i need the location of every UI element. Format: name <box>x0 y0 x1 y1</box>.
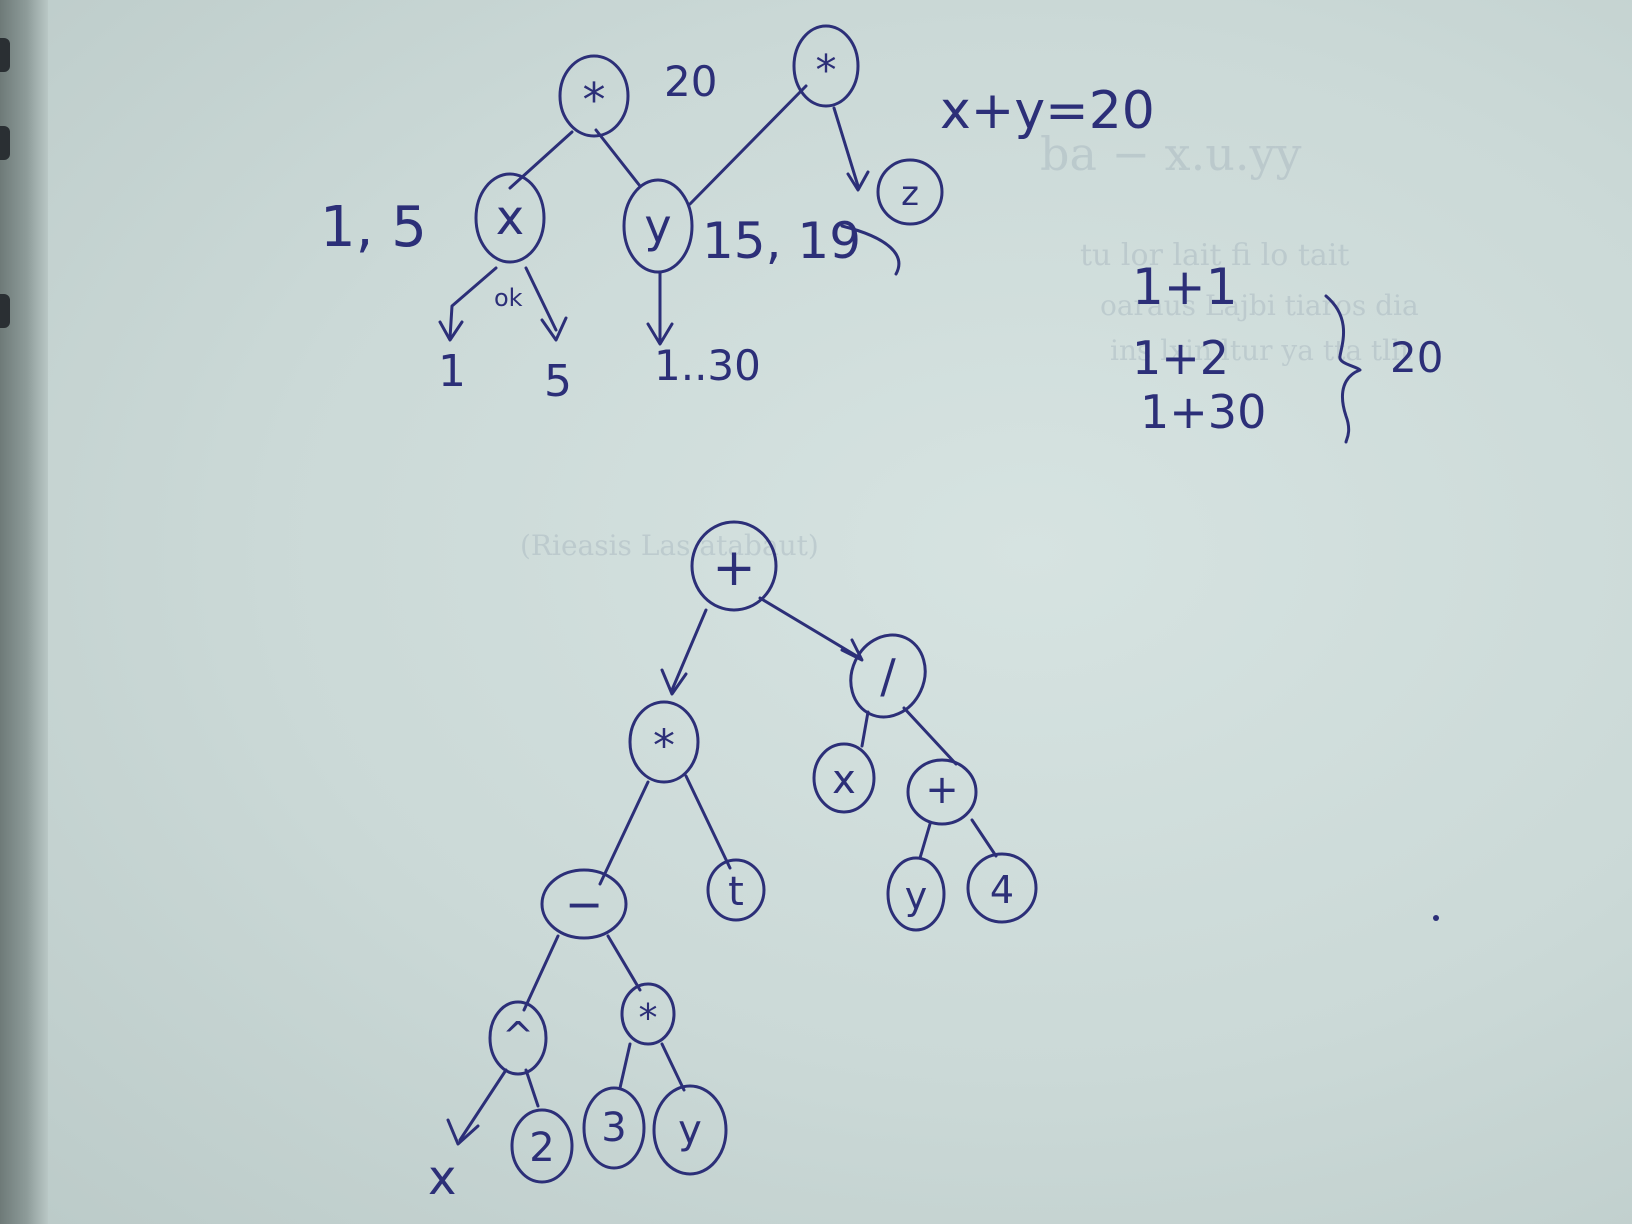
svg-text:x: x <box>496 190 524 246</box>
x-leaf-1: 1 <box>438 346 466 397</box>
top-tree: * x y * z 20 1, 5 15, 19 <box>320 24 944 407</box>
y-values: 15, 19 <box>702 212 861 270</box>
edge-plus-y <box>918 822 932 860</box>
y-values-arc <box>840 224 901 276</box>
edge-mulinner-three <box>618 1042 632 1090</box>
svg-text:−: − <box>565 877 604 931</box>
root-value: 20 <box>664 57 717 106</box>
node-plus-inner: + <box>906 758 978 826</box>
edge-y-mulright <box>688 84 808 206</box>
arrowhead-div <box>840 638 864 662</box>
x-branch-right <box>524 266 558 332</box>
edge-root-y <box>594 128 642 188</box>
arrowhead-mul <box>660 668 688 696</box>
node-x-div: x <box>812 742 876 814</box>
equation-x-plus-y: x+y=20 <box>940 81 1155 141</box>
node-mul-inner: * <box>620 982 676 1046</box>
svg-text:t: t <box>728 869 744 915</box>
node-y-plus: y <box>886 856 946 932</box>
node-plus-root: + <box>690 520 778 612</box>
binder-hole <box>0 294 10 328</box>
node-mul: * <box>628 700 700 784</box>
svg-text:+: + <box>712 538 756 598</box>
x-leaf-2: 5 <box>544 356 572 407</box>
binder-hole <box>0 126 10 160</box>
node-x: x <box>474 172 546 264</box>
svg-text:*: * <box>816 46 837 95</box>
edge-pow-x <box>458 1068 508 1142</box>
node-y: y <box>622 178 694 274</box>
leaf-x: x <box>428 1150 456 1206</box>
svg-text:oaraus Lajbi tiaros dia: oaraus Lajbi tiaros dia <box>1100 289 1419 322</box>
node-y-mul: y <box>652 1084 728 1176</box>
edge-plus-four <box>970 818 998 858</box>
bottom-tree: + * / − t x + <box>428 520 1038 1206</box>
arrowhead-x-right <box>540 316 568 342</box>
binder-hole <box>0 38 10 72</box>
svg-text:y: y <box>905 874 928 918</box>
svg-text:*: * <box>639 996 658 1040</box>
svg-text:(Rieasis Las atabaut): (Rieasis Las atabaut) <box>520 529 819 562</box>
edge-mulinner-y <box>660 1042 686 1092</box>
curly-brace <box>1324 294 1362 444</box>
node-t: t <box>706 858 766 922</box>
svg-text:y: y <box>644 199 671 253</box>
node-mul-right: * <box>792 24 860 108</box>
paper-sheet <box>48 0 1632 1224</box>
node-two: 2 <box>510 1108 574 1184</box>
node-div: / <box>849 633 927 719</box>
svg-text:/: / <box>880 649 896 703</box>
ok-note: ok <box>494 284 523 312</box>
binder-edge <box>0 0 48 1224</box>
svg-text:+: + <box>925 767 959 813</box>
svg-text:2: 2 <box>529 1125 554 1171</box>
arrowhead-z <box>846 170 870 192</box>
y-range: 1..30 <box>654 341 761 390</box>
node-z: z <box>876 158 944 226</box>
arrowhead-x-left <box>438 320 464 342</box>
svg-text:tu lor lait fi lo tait: tu lor lait fi lo tait <box>1080 238 1349 273</box>
edge-minus-pow <box>522 934 560 1012</box>
arrowhead-y <box>646 322 674 346</box>
sum-line-2: 1+2 <box>1132 331 1229 385</box>
node-mul-root: * <box>558 54 630 138</box>
svg-text:*: * <box>653 721 675 772</box>
edge-div-plus <box>902 706 958 766</box>
edge-mulright-z <box>832 106 860 188</box>
svg-text:*: * <box>583 73 606 127</box>
svg-text:z: z <box>901 174 919 214</box>
svg-text:y: y <box>678 1107 702 1153</box>
x-values: 1, 5 <box>320 195 427 260</box>
ink-dot <box>1433 915 1439 921</box>
edge-minus-mulinner <box>606 934 642 992</box>
svg-text:^: ^ <box>502 1014 534 1058</box>
svg-text:4: 4 <box>990 868 1014 912</box>
edge-pow-two <box>524 1068 540 1108</box>
edge-plus-div <box>758 596 862 660</box>
edge-mul-t <box>684 774 732 870</box>
sum-total: 20 <box>1390 333 1443 382</box>
edge-mul-minus <box>598 780 650 886</box>
bleed-through-writing: ba − x.u.yy tu lor lait fi lo tait oarau… <box>520 127 1419 562</box>
svg-text:x: x <box>832 757 856 803</box>
node-four: 4 <box>966 852 1038 924</box>
node-pow: ^ <box>488 1000 548 1076</box>
svg-text:ba − x.u.yy: ba − x.u.yy <box>1040 127 1301 181</box>
edge-div-x <box>860 710 870 748</box>
node-minus: − <box>540 868 628 940</box>
x-branch-left <box>448 266 498 340</box>
edge-root-x <box>508 130 574 190</box>
arrowhead-x <box>446 1118 480 1146</box>
svg-text:ins lxin ltur ya tta tllt: ins lxin ltur ya tta tllt <box>1110 334 1412 367</box>
svg-text:3: 3 <box>601 1105 626 1151</box>
sum-list: 1+1 1+2 1+30 20 <box>1132 258 1443 444</box>
edge-plus-mul <box>670 608 708 692</box>
node-three: 3 <box>582 1086 646 1170</box>
sum-line-3: 1+30 <box>1140 385 1266 439</box>
sum-line-1: 1+1 <box>1132 258 1238 316</box>
